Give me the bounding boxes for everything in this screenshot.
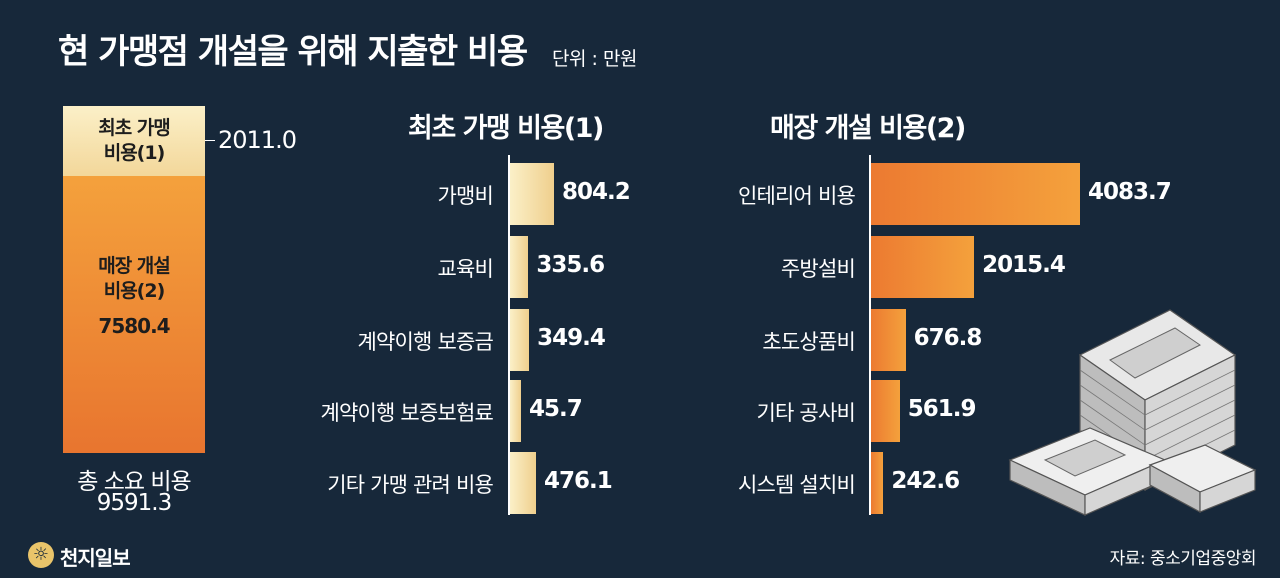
logo-text: 천지일보 (60, 546, 131, 570)
segment-franchise-label-line1: 최초 가맹 (98, 117, 171, 139)
store-panel-title: 매장 개설 비용(2) (770, 113, 966, 144)
franchise-panel-title: 최초 가맹 비용(1) (408, 113, 604, 144)
store-category-label: 초도상품비 (762, 330, 855, 354)
franchise-value-label: 476.1 (544, 468, 613, 494)
segment-franchise-label-line2: 비용(1) (103, 142, 166, 164)
segment-store-label-line1: 매장 개설 (98, 255, 171, 277)
store-bar (871, 236, 975, 298)
franchise-category-label: 계약이행 보증금 (357, 330, 493, 354)
franchise-bar (510, 163, 554, 225)
source-note: 자료: 중소기업중앙회 (1109, 549, 1257, 569)
segment-store-label-line2: 비용(2) (103, 280, 166, 302)
segment-franchise-leader-line (205, 140, 215, 141)
store-bar (871, 309, 906, 371)
franchise-value-label: 335.6 (536, 252, 605, 278)
store-value-label: 242.6 (891, 468, 960, 494)
runner-logo-icon: ☼ (28, 542, 54, 568)
store-value-label: 676.8 (913, 325, 983, 351)
segment-store-cost (63, 176, 205, 453)
unit-label: 단위 : 만원 (552, 48, 637, 70)
segment-franchise-label: 최초 가맹 비용(1) (63, 116, 205, 166)
store-axis-line (869, 155, 871, 515)
store-category-label: 주방설비 (780, 257, 856, 281)
franchise-bar (510, 380, 521, 442)
store-bar (871, 163, 1080, 225)
franchise-value-label: 349.4 (537, 325, 606, 351)
segment-store-label: 매장 개설 비용(2) (63, 254, 205, 304)
store-category-label: 기타 공사비 (756, 401, 856, 425)
franchise-value-label: 45.7 (529, 396, 583, 422)
store-category-label: 시스템 설치비 (738, 473, 856, 497)
store-value-label: 4083.7 (1088, 179, 1172, 205)
chart-title: 현 가맹점 개설을 위해 지출한 비용 (58, 32, 528, 72)
franchise-value-label: 804.2 (562, 179, 631, 205)
franchise-axis-line (508, 155, 510, 515)
segment-franchise-cost: 최초 가맹 비용(1) (63, 106, 205, 176)
store-bar (871, 380, 900, 442)
store-category-label: 인테리어 비용 (738, 184, 856, 208)
segment-franchise-value: 2011.0 (218, 126, 297, 154)
franchise-bar (510, 452, 537, 514)
franchise-category-label: 계약이행 보증보험료 (320, 401, 493, 425)
store-value-label: 561.9 (907, 396, 977, 422)
franchise-category-label: 가맹비 (437, 184, 493, 208)
franchise-category-label: 교육비 (437, 257, 493, 281)
total-cost-label: 총 소요 비용 (77, 469, 191, 495)
store-bar (871, 452, 884, 514)
franchise-category-label: 기타 가맹 관려 비용 (327, 473, 494, 497)
money-stack-icon (1008, 309, 1257, 516)
segment-store-value: 7580.4 (98, 314, 170, 338)
store-value-label: 2015.4 (982, 252, 1066, 278)
franchise-bar (510, 309, 530, 371)
total-cost-value: 9591.3 (96, 490, 172, 516)
franchise-bar (510, 236, 529, 298)
stacked-total-bar: 최초 가맹 비용(1) 매장 개설 비용(2) 7580.4 (63, 106, 205, 453)
